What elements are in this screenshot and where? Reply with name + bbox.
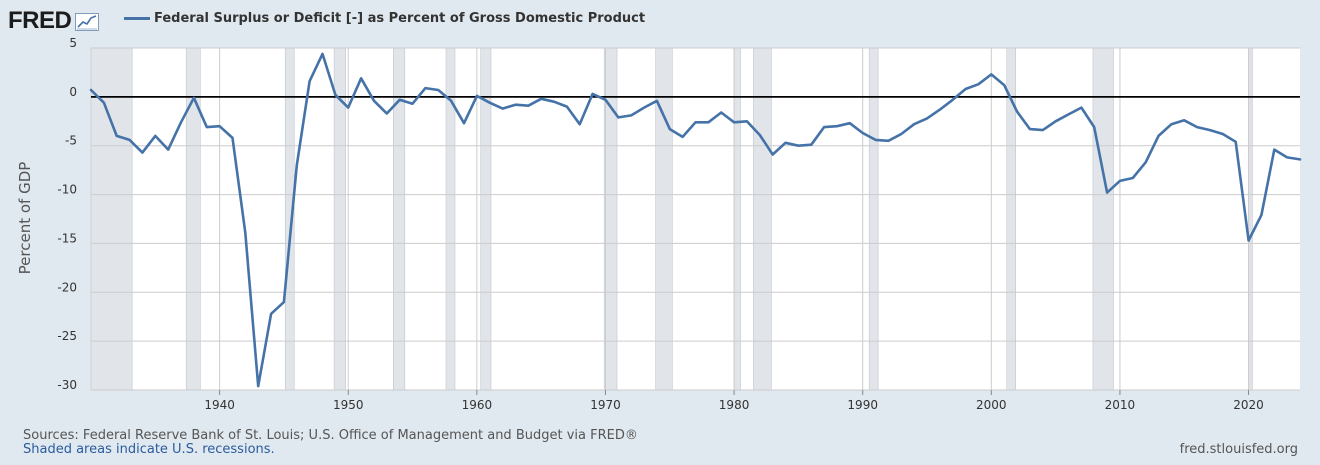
y-tick-label: 0 xyxy=(69,85,77,99)
legend-swatch xyxy=(124,17,150,20)
y-tick-label: -20 xyxy=(57,280,77,294)
y-tick-label: -10 xyxy=(57,183,77,197)
x-tick-label: 2020 xyxy=(1233,398,1264,412)
x-tick-label: 1960 xyxy=(462,398,493,412)
recession-band xyxy=(733,47,741,391)
y-axis-title: Percent of GDP xyxy=(16,162,34,275)
y-tick-label: -15 xyxy=(57,231,77,245)
recession-band xyxy=(1092,47,1114,391)
fred-logo[interactable]: FRED xyxy=(8,7,72,34)
site-link[interactable]: fred.stlouisfed.org xyxy=(1179,442,1298,457)
source-note: Sources: Federal Reserve Bank of St. Lou… xyxy=(23,428,638,443)
series-line xyxy=(89,52,1302,388)
legend: Federal Surplus or Deficit [-] as Percen… xyxy=(124,11,645,26)
x-tick-label: 1940 xyxy=(204,398,235,412)
plot-area xyxy=(91,48,1300,390)
x-tick-label: 1970 xyxy=(590,398,621,412)
header: FRED xyxy=(8,6,100,36)
y-tick-label: -5 xyxy=(65,134,77,148)
recession-band xyxy=(655,47,673,391)
y-tick-label: -30 xyxy=(57,378,77,392)
recession-band xyxy=(753,47,772,391)
y-tick-label: -25 xyxy=(57,329,77,343)
recession-note: Shaded areas indicate U.S. recessions. xyxy=(23,442,275,457)
y-tick-label: 5 xyxy=(69,36,77,50)
x-tick-label: 1950 xyxy=(333,398,364,412)
recession-band xyxy=(1249,47,1253,391)
recession-band xyxy=(90,47,133,391)
x-tick-label: 2000 xyxy=(976,398,1007,412)
legend-series-label: Federal Surplus or Deficit [-] as Percen… xyxy=(154,11,646,26)
x-tick-label: 1980 xyxy=(719,398,750,412)
x-tick-label: 2010 xyxy=(1105,398,1136,412)
recession-band xyxy=(868,47,879,391)
sparkline-chart-icon xyxy=(75,13,100,31)
x-tick-label: 1990 xyxy=(847,398,878,412)
